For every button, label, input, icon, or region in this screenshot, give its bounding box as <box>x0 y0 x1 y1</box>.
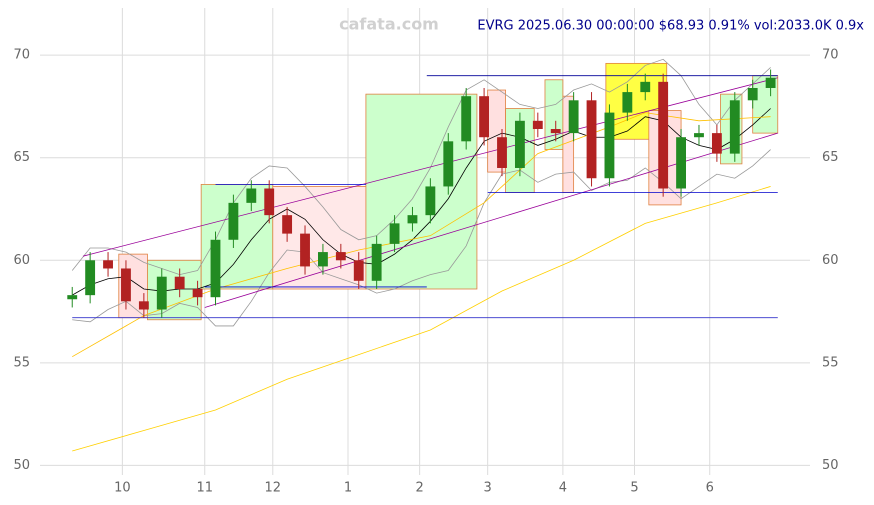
candle-body <box>497 137 507 168</box>
candle-body <box>514 120 525 168</box>
y-tick-label: 50 <box>13 458 30 473</box>
candle-body <box>192 288 203 298</box>
candle-body <box>318 252 328 267</box>
y-tick-label: 55 <box>13 355 30 370</box>
candle-body <box>138 301 149 310</box>
y-tick-label: 60 <box>13 253 30 268</box>
candle-body <box>103 260 113 269</box>
candle-body <box>371 243 382 281</box>
y-tick-label-right: 55 <box>822 355 839 370</box>
candle-body <box>228 202 239 240</box>
x-tick-label: 3 <box>484 481 492 496</box>
candle-body <box>604 112 615 179</box>
x-tick-label: 5 <box>630 481 638 496</box>
candle-body <box>264 188 275 216</box>
x-tick-label: 4 <box>559 481 567 496</box>
candle-body <box>658 81 669 189</box>
indicator-line <box>71 58 771 276</box>
candle-body <box>729 100 740 154</box>
candle-body <box>85 260 96 296</box>
y-tick-label-right: 60 <box>822 253 839 268</box>
candle-body <box>389 223 400 244</box>
x-tick-label: 12 <box>265 481 282 496</box>
y-tick-label-right: 50 <box>822 458 839 473</box>
candle-body <box>640 81 651 93</box>
x-tick-label: 6 <box>706 481 714 496</box>
zone-box <box>544 79 564 150</box>
candle-body <box>282 215 293 234</box>
candle-body <box>532 120 543 130</box>
chart-title: EVRG 2025.06.30 00:00:00 $68.93 0.91% vo… <box>477 19 864 34</box>
indicator-line <box>72 112 771 358</box>
y-tick-label-right: 65 <box>822 150 839 165</box>
candle-body <box>443 141 454 187</box>
y-tick-label-right: 70 <box>822 48 839 63</box>
indicator-line <box>72 149 771 327</box>
candle-body <box>425 186 436 216</box>
candle-body <box>694 133 704 138</box>
candle-body <box>765 77 776 88</box>
watermark: cafata.com <box>339 15 439 34</box>
x-tick-label: 2 <box>415 481 423 496</box>
zone-box <box>365 93 478 290</box>
candle-body <box>67 295 78 300</box>
candle-body <box>586 100 597 179</box>
candle-body <box>676 137 686 189</box>
candle-body <box>711 133 722 154</box>
candle-body <box>121 268 131 302</box>
candle-body <box>335 252 346 261</box>
y-tick-label: 70 <box>13 48 30 63</box>
candle-body <box>246 188 257 203</box>
x-tick-label: 1 <box>344 481 352 496</box>
x-tick-label: 10 <box>114 481 131 496</box>
candle-body <box>174 276 185 289</box>
candle-body <box>550 129 561 134</box>
y-tick-label: 65 <box>13 150 30 165</box>
indicator-line <box>72 108 771 296</box>
candle-body <box>210 239 221 298</box>
candle-body <box>353 260 364 281</box>
candle-body <box>156 276 167 310</box>
candle-body <box>407 215 418 224</box>
indicator-line <box>72 186 771 452</box>
candle-body <box>568 100 579 134</box>
candle-body <box>479 96 490 138</box>
candle-body <box>747 87 758 101</box>
candle-body <box>300 233 310 267</box>
candle-body <box>622 92 633 113</box>
candle-body <box>461 96 472 142</box>
x-tick-label: 11 <box>196 481 213 496</box>
